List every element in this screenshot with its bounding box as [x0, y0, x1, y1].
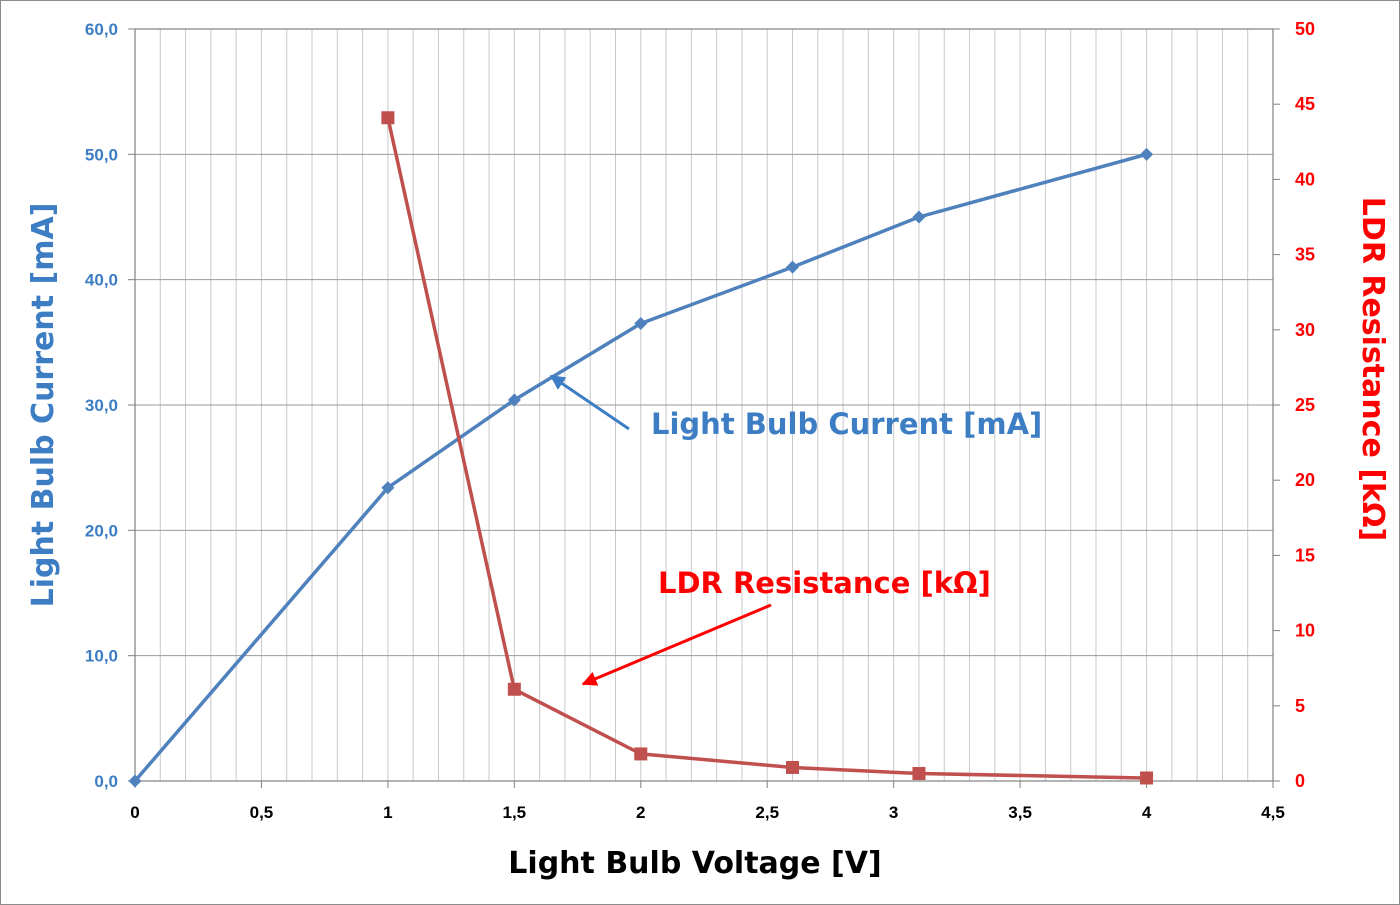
y-right-tick-label: 15 [1295, 545, 1315, 565]
y-right-tick-label: 5 [1295, 696, 1305, 716]
x-axis-title: Light Bulb Voltage [V] [508, 846, 881, 881]
x-tick-label: 3 [889, 803, 898, 822]
series [128, 111, 1154, 788]
data-point [381, 481, 395, 495]
y-right-tick-label: 50 [1295, 19, 1315, 39]
y-left-tick-label: 30,0 [85, 396, 118, 415]
y-right-tick-label: 45 [1295, 94, 1315, 114]
x-tick-label: 0,5 [250, 803, 274, 822]
y-right-tick-label: 20 [1295, 470, 1315, 490]
y-left-tick-label: 50,0 [85, 145, 118, 164]
x-tick-label: 1 [383, 803, 392, 822]
series-light-bulb-current [128, 147, 1154, 788]
data-point [912, 766, 926, 780]
data-point [128, 774, 142, 788]
data-point [381, 111, 395, 125]
y-right-tick-label: 0 [1295, 771, 1305, 791]
x-tick-label: 2 [636, 803, 645, 822]
y-left-tick-label: 10,0 [85, 647, 118, 666]
annotation-ldr-label: LDR Resistance [kΩ] [658, 566, 991, 600]
y-right-axis-title: LDR Resistance [kΩ] [1355, 197, 1390, 541]
annotation-current-arrow [549, 374, 630, 431]
data-point [507, 682, 521, 696]
y-right-tick-label: 25 [1295, 395, 1315, 415]
data-point [1140, 771, 1154, 785]
data-point [786, 260, 800, 274]
x-tick-label: 2,5 [755, 803, 779, 822]
data-point [912, 210, 926, 224]
annotation-current-label: Light Bulb Current [mA] [651, 407, 1042, 441]
y-right-tick-label: 30 [1295, 320, 1315, 340]
y-right-tick-label: 40 [1295, 169, 1315, 189]
data-point [507, 393, 521, 407]
x-tick-label: 3,5 [1008, 803, 1032, 822]
y-left-tick-label: 0,0 [94, 772, 118, 791]
y-left-tick-label: 40,0 [85, 271, 118, 290]
annotation-ldr-arrow [581, 603, 772, 686]
y-left-tick-label: 60,0 [85, 20, 118, 39]
y-left-axis-title: Light Bulb Current [mA] [26, 203, 61, 608]
data-point [634, 747, 648, 761]
series-ldr-resistance [381, 111, 1154, 785]
data-point [786, 760, 800, 774]
data-point [634, 317, 648, 331]
y-left-tick-label: 20,0 [85, 521, 118, 540]
y-right-tick-label: 10 [1295, 621, 1315, 641]
axis-ticks: 0 0,5 1 1,5 2 2,5 3 3,5 4 4,5 0,0 10,0 20,0 30,0 40,0 5… [85, 19, 1315, 822]
x-tick-label: 0 [130, 803, 139, 822]
grid [135, 28, 1273, 782]
y-right-tick-label: 35 [1295, 245, 1315, 265]
x-tick-label: 4 [1142, 803, 1152, 822]
x-tick-label: 1,5 [503, 803, 527, 822]
data-point [1140, 147, 1154, 161]
series-line [386, 117, 1147, 780]
x-tick-label: 4,5 [1261, 803, 1285, 822]
